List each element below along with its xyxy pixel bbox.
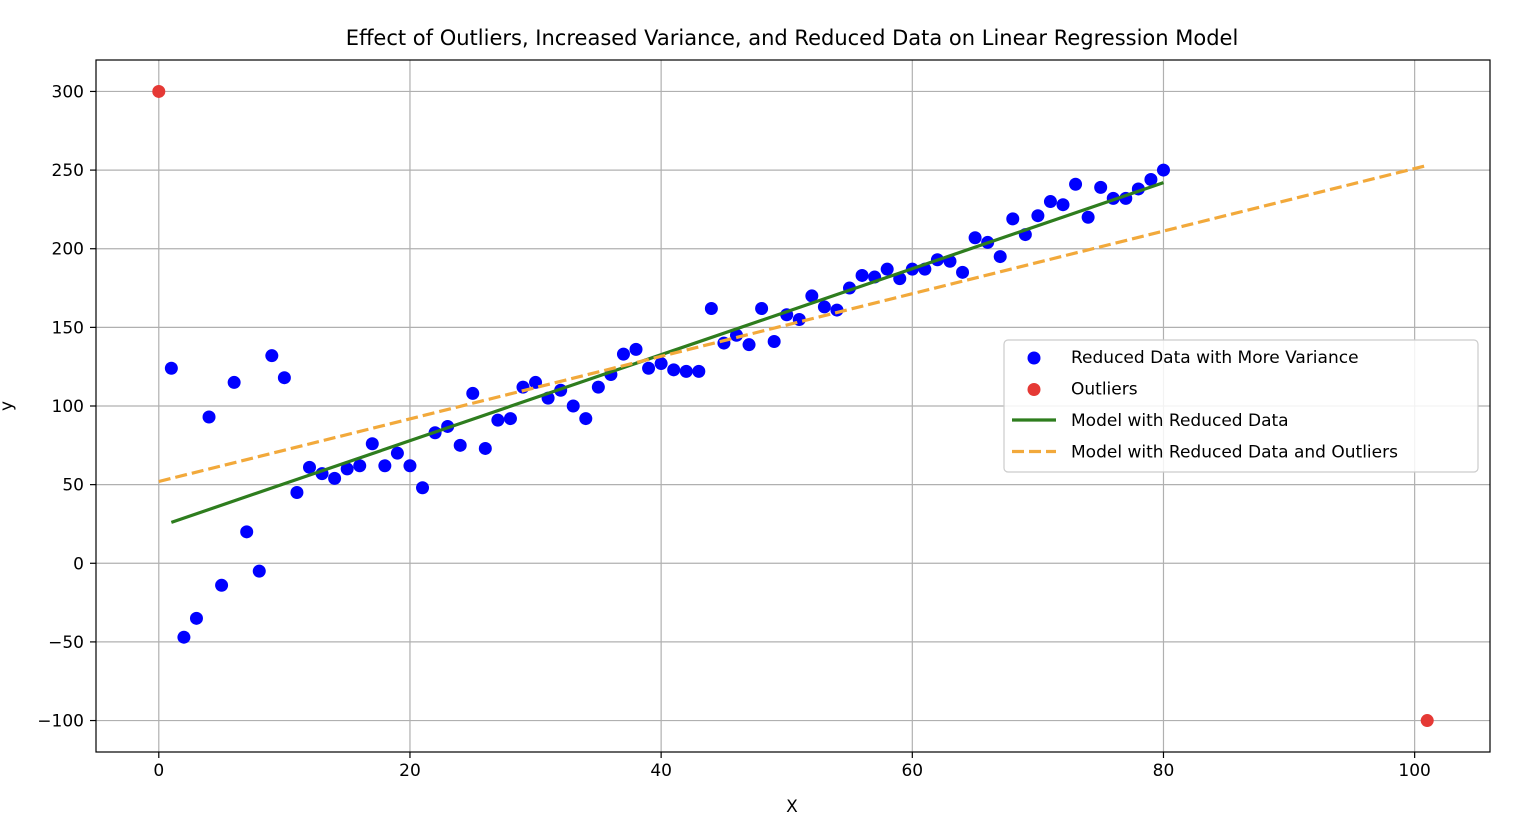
- x-tick-label: 40: [650, 761, 672, 781]
- data-point: [1031, 209, 1045, 223]
- data-point: [252, 564, 266, 578]
- data-point: [1056, 198, 1070, 212]
- data-point: [805, 289, 819, 303]
- legend-item: Model with Reduced Data and Outliers: [1012, 443, 1398, 463]
- data-point: [1006, 212, 1020, 226]
- data-point: [591, 380, 605, 394]
- data-point: [755, 301, 769, 315]
- y-tick-label: 300: [52, 82, 84, 102]
- data-point: [855, 268, 869, 282]
- data-point: [616, 347, 630, 361]
- data-point: [403, 459, 417, 473]
- plot-area: [152, 84, 1434, 728]
- data-point: [365, 437, 379, 451]
- data-point: [742, 338, 756, 352]
- data-point: [290, 486, 304, 499]
- data-point: [466, 386, 480, 400]
- data-point: [265, 349, 279, 363]
- legend-marker: [1027, 351, 1041, 365]
- y-tick-label: 200: [52, 240, 84, 260]
- regression-line-model-with-reduced-data-and-outliers: [158, 163, 1428, 484]
- y-tick-label: 150: [52, 318, 84, 338]
- legend-label: Reduced Data with More Variance: [1071, 348, 1359, 368]
- data-point: [1420, 714, 1434, 728]
- data-point: [177, 630, 191, 644]
- data-point: [491, 413, 505, 427]
- data-point: [164, 361, 178, 375]
- x-tick-label: 0: [153, 761, 164, 781]
- data-point: [240, 525, 254, 539]
- data-point: [729, 328, 743, 342]
- data-point: [227, 375, 241, 389]
- ticks: 0 20 40 60 80 100 −100 −50 0 50 100 150 200 250 300: [37, 82, 1431, 781]
- data-point: [453, 438, 467, 452]
- series-outliers: [152, 84, 1434, 728]
- data-point: [1144, 173, 1158, 187]
- data-point: [1094, 180, 1108, 194]
- regression-line-model-with-reduced-data: [170, 181, 1164, 524]
- x-tick-label: 100: [1398, 761, 1430, 781]
- data-point: [302, 460, 316, 474]
- plot-frame: [95, 59, 1491, 753]
- legend-item: Outliers: [1027, 380, 1138, 400]
- data-point: [654, 357, 668, 371]
- data-point: [579, 412, 593, 426]
- data-point: [340, 462, 354, 476]
- data-point: [277, 371, 291, 385]
- data-point: [1156, 163, 1170, 177]
- legend-item: Reduced Data with More Variance: [1027, 348, 1359, 368]
- data-point: [817, 300, 831, 314]
- data-point: [993, 250, 1007, 264]
- data-point: [968, 231, 982, 245]
- data-point: [767, 335, 781, 349]
- data-point: [1069, 177, 1083, 191]
- legend-item: Model with Reduced Data: [1012, 411, 1289, 431]
- x-tick-label: 60: [901, 761, 923, 781]
- data-point: [642, 361, 656, 375]
- legend-marker: [1027, 383, 1041, 396]
- y-axis-label: y: [0, 401, 17, 411]
- data-point: [679, 364, 693, 378]
- y-tick-label: 0: [73, 554, 84, 574]
- data-point: [629, 342, 643, 356]
- y-tick-label: 100: [52, 397, 84, 417]
- data-point: [566, 399, 580, 413]
- data-point: [692, 364, 706, 378]
- data-point: [1081, 210, 1095, 224]
- data-point: [956, 265, 970, 279]
- y-tick-label: −100: [37, 712, 84, 732]
- x-tick-label: 80: [1153, 761, 1175, 781]
- legend-label: Outliers: [1071, 380, 1138, 400]
- x-axis-label: X: [786, 797, 798, 817]
- x-tick-label: 20: [399, 761, 421, 781]
- legend-label: Model with Reduced Data and Outliers: [1071, 443, 1398, 463]
- data-point: [667, 363, 681, 377]
- legend-box: [1003, 339, 1479, 473]
- data-point: [704, 301, 718, 315]
- y-tick-label: −50: [48, 633, 84, 653]
- legend-label: Model with Reduced Data: [1071, 411, 1289, 431]
- data-point: [416, 481, 430, 495]
- legend: Reduced Data with More Variance Outliers M…: [1003, 339, 1479, 473]
- data-point: [215, 578, 229, 592]
- data-point: [478, 441, 492, 455]
- data-point: [353, 459, 367, 473]
- data-point: [880, 262, 894, 276]
- data-point: [1043, 195, 1057, 209]
- data-point: [328, 471, 342, 485]
- data-point: [152, 84, 166, 98]
- data-point: [390, 446, 404, 460]
- data-point: [189, 611, 203, 625]
- y-tick-label: 250: [52, 161, 84, 181]
- chart-title: Effect of Outliers, Increased Variance, …: [346, 26, 1239, 50]
- y-tick-label: 50: [62, 476, 84, 496]
- data-point: [378, 459, 392, 473]
- data-point: [202, 410, 216, 424]
- data-point: [503, 412, 517, 426]
